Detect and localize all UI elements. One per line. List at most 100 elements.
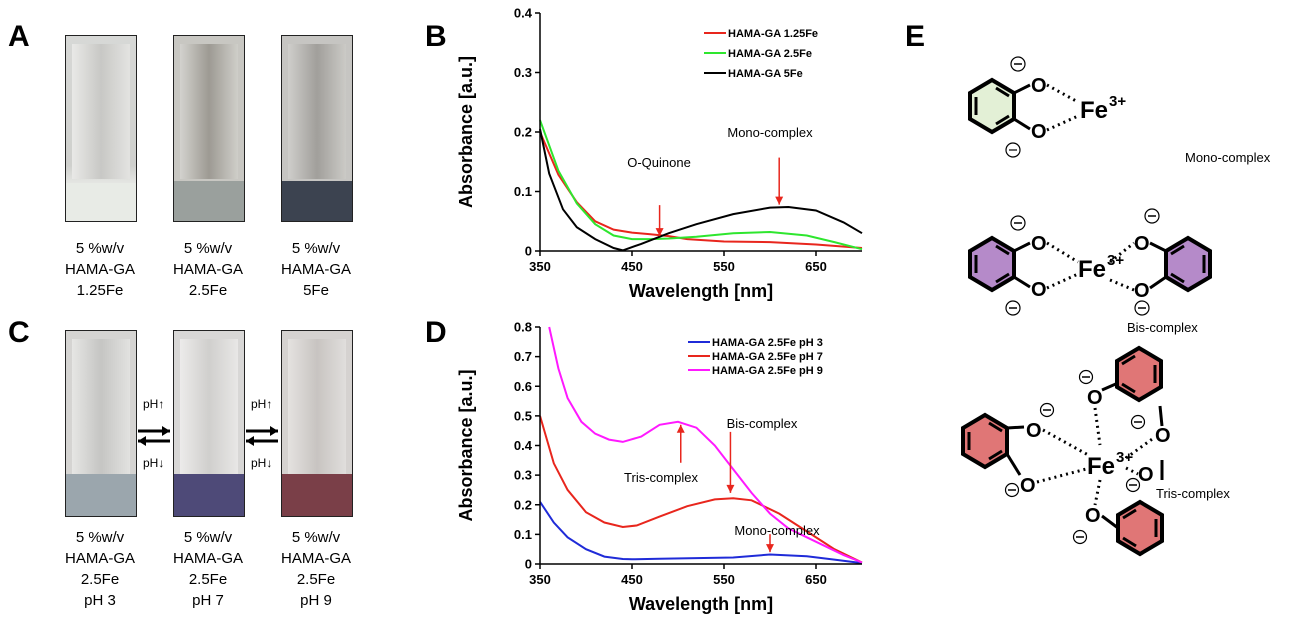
complex-structures: O O Fe 3+ O O Fe 3+ O O — [961, 56, 1212, 557]
series-line-3 — [548, 326, 863, 564]
vial-caption: 5 %w/v HAMA-GA 2.5Fe pH 9 — [261, 527, 371, 611]
vial-glass — [288, 44, 346, 179]
x-tick-label: 650 — [805, 259, 827, 274]
mono-bond — [1013, 117, 1031, 131]
x-axis-label: Wavelength [nm] — [629, 594, 773, 614]
negative-charge-icon — [1125, 477, 1141, 493]
oxygen-atom: O — [1031, 233, 1047, 255]
vial-photo — [281, 35, 353, 222]
vial-photo — [173, 330, 245, 517]
annotation-label: Tris-complex — [624, 470, 698, 485]
negative-charge-icon — [1005, 300, 1021, 316]
mono-ring-double-bond — [995, 114, 1010, 126]
oxygen-atom: O — [1020, 475, 1036, 497]
caption-line: pH 7 — [192, 592, 224, 609]
annotation-label: Mono-complex — [727, 125, 813, 140]
panel-letter-a: A — [8, 20, 30, 53]
coordination-bond — [1109, 241, 1135, 264]
oxygen-atom: O — [1134, 233, 1150, 255]
reverse-arrow-head — [138, 436, 146, 446]
caption-line: 5 %w/v — [75, 240, 125, 257]
mono-bond — [1013, 83, 1031, 95]
vial-caption: 5 %w/v HAMA-GA 2.5Fe — [153, 238, 263, 301]
negative-charge-icon — [1010, 215, 1026, 231]
coordination-bond — [1109, 278, 1135, 292]
tris-bond — [1006, 425, 1025, 430]
tris-complex-label: Tris-complex — [1156, 486, 1230, 501]
ph-up-label: pH↑ — [251, 397, 273, 411]
bis-ring-double-bond — [1170, 244, 1185, 256]
forward-arrow-head — [270, 426, 278, 436]
caption-line: HAMA-GA — [172, 261, 243, 278]
legend-label: HAMA-GA 2.5Fe pH 3 — [712, 337, 823, 349]
caption-line: HAMA-GA — [64, 261, 135, 278]
iron-charge: 3+ — [1116, 449, 1133, 466]
caption-line: HAMA-GA — [172, 550, 243, 567]
y-tick-label: 0.1 — [514, 184, 532, 199]
caption-line: HAMA-GA — [280, 550, 351, 567]
caption-line: 5 %w/v — [183, 240, 233, 257]
vial-liquid — [174, 474, 244, 516]
bis-bond — [1013, 275, 1031, 289]
annotation-arrowhead — [726, 484, 735, 493]
tris-ring-double-bond — [1122, 508, 1137, 520]
bis-bond — [1149, 241, 1167, 253]
oxygen-atom: O — [1155, 425, 1171, 447]
vial-glass — [72, 44, 130, 179]
bis-bond — [1149, 275, 1167, 290]
tris-complex-structure: O O O O O O Fe 3+ — [961, 345, 1171, 557]
iron-atom: Fe — [1087, 453, 1115, 480]
bis-complex-structure: O O Fe 3+ O O — [968, 208, 1212, 316]
tris-ring-double-bond — [988, 421, 1003, 433]
oxygen-atom: O — [1031, 279, 1047, 301]
caption-line: pH 9 — [300, 592, 332, 609]
vial-liquid — [66, 183, 136, 221]
bis-ring-double-bond — [995, 244, 1010, 256]
series-line-2 — [539, 119, 863, 251]
series-line-1 — [539, 501, 863, 565]
oxygen-atom: O — [1138, 464, 1154, 486]
caption-line: pH 3 — [84, 592, 116, 609]
panel-letter-e: E — [905, 20, 926, 53]
vial-glass — [72, 339, 130, 474]
bis-complex-label: Bis-complex — [1127, 320, 1198, 335]
caption-line: HAMA-GA — [280, 261, 351, 278]
annotation-arrowhead — [766, 544, 774, 553]
forward-arrow-head — [162, 426, 170, 436]
caption-line: HAMA-GA — [64, 550, 135, 567]
vial-liquid — [174, 181, 244, 221]
series-line-3 — [539, 128, 863, 252]
y-axis-label: Absorbance [a.u.] — [456, 56, 476, 208]
x-tick-label: 550 — [713, 259, 735, 274]
x-tick-label: 550 — [713, 572, 735, 587]
vial-caption: 5 %w/v HAMA-GA 2.5Fe pH 3 — [45, 527, 155, 611]
coordination-bond — [1046, 83, 1079, 104]
caption-line: 1.25Fe — [76, 282, 124, 299]
caption-line: 5 %w/v — [291, 529, 341, 546]
y-tick-label: 0 — [525, 557, 532, 572]
coordination-bond — [1093, 407, 1102, 446]
negative-charge-icon — [1005, 142, 1021, 158]
x-tick-label: 350 — [529, 259, 551, 274]
tris-ring-double-bond — [1121, 354, 1136, 366]
iron-charge: 3+ — [1107, 252, 1124, 269]
annotation-label: Mono-complex — [734, 523, 820, 538]
annotation-arrowhead — [655, 228, 664, 237]
oxygen-atom: O — [1031, 75, 1047, 97]
caption-line: 5 %w/v — [291, 240, 341, 257]
reverse-arrow-head — [246, 436, 254, 446]
caption-line: 2.5Fe — [296, 571, 336, 588]
y-tick-label: 0.5 — [514, 408, 532, 423]
y-tick-label: 0.4 — [514, 6, 533, 21]
bis-ring-double-bond — [995, 272, 1010, 284]
panel-letter-b: B — [425, 20, 447, 53]
vial-glass — [180, 339, 238, 474]
annotation-label: Bis-complex — [727, 416, 798, 431]
oxygen-atom: O — [1087, 387, 1103, 409]
vial-glass — [288, 339, 346, 474]
y-tick-label: 0.3 — [514, 468, 532, 483]
series-line-2 — [539, 415, 863, 564]
vial-glass — [180, 44, 238, 179]
vial-photo — [173, 35, 245, 222]
oxygen-atom: O — [1134, 280, 1150, 302]
